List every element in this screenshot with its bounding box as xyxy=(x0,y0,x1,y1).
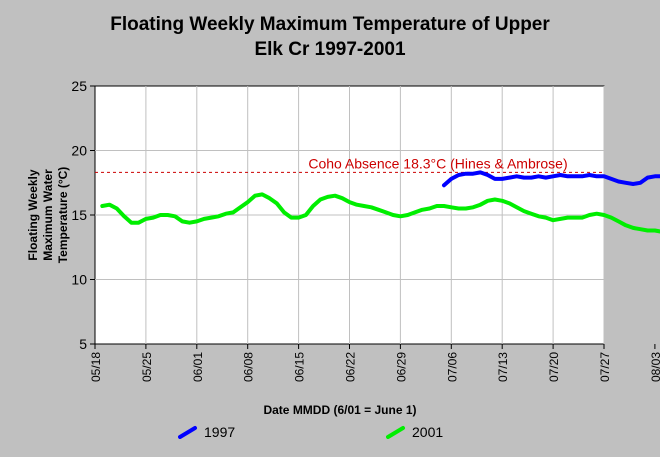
legend-swatch-2001 xyxy=(386,426,405,439)
chart-title: Floating Weekly Maximum Temperature of U… xyxy=(0,12,660,62)
legend-swatch-1997 xyxy=(178,426,197,439)
x-tick-label: 06/15 xyxy=(293,352,307,382)
x-tick-label: 06/08 xyxy=(242,352,256,382)
x-tick-label: 08/03 xyxy=(649,352,660,382)
y-tick-label: 15 xyxy=(71,207,87,223)
grid-lines xyxy=(95,86,656,344)
x-tick-label: 07/06 xyxy=(445,352,459,382)
y-tick-label: 5 xyxy=(79,336,87,352)
y-tick-label: 20 xyxy=(71,143,87,159)
series-line-2001 xyxy=(100,192,660,234)
chart-title-line2: Elk Cr 1997-2001 xyxy=(254,39,406,60)
legend-item-2001: 2001 xyxy=(386,420,443,444)
reference-line-group: Coho Absence 18.3°C (Hines & Ambrose) xyxy=(95,155,604,173)
x-tick-label: 06/29 xyxy=(394,352,408,382)
legend-item-1997: 1997 xyxy=(178,420,235,444)
y-axis-label: Floating WeeklyMaximum WaterTemperature … xyxy=(26,167,70,264)
x-axis-ticks: 05/18 05/25 06/01 06/08 06/15 06/22 06/29 07/06… xyxy=(89,344,660,382)
legend-label-1997: 1997 xyxy=(204,424,236,440)
y-axis-label-line: Temperature (°C) xyxy=(56,167,70,264)
x-tick-label: 05/25 xyxy=(140,352,154,382)
legend-label-2001: 2001 xyxy=(412,424,444,440)
x-tick-label: 06/01 xyxy=(191,352,205,382)
x-tick-label: 07/13 xyxy=(496,352,510,382)
y-axis-label-line: Maximum Water xyxy=(41,169,55,261)
reference-line-label: Coho Absence 18.3°C (Hines & Ambrose) xyxy=(308,155,567,171)
y-axis-label-line: Floating Weekly xyxy=(26,169,40,260)
series-line-1997 xyxy=(442,170,660,188)
x-tick-label: 05/18 xyxy=(89,352,103,382)
chart-title-line1: Floating Weekly Maximum Temperature of U… xyxy=(110,14,550,35)
x-tick-label: 07/27 xyxy=(598,352,612,382)
x-axis-label: Date MMDD (6/01 = June 1) xyxy=(263,403,416,417)
y-tick-label: 10 xyxy=(71,272,87,288)
x-tick-label: 06/22 xyxy=(344,352,358,382)
series-group xyxy=(100,170,660,234)
x-tick-label: 07/20 xyxy=(547,352,561,382)
y-axis-ticks: 5 10 15 20 25 xyxy=(71,78,95,352)
y-tick-label: 25 xyxy=(71,78,87,94)
